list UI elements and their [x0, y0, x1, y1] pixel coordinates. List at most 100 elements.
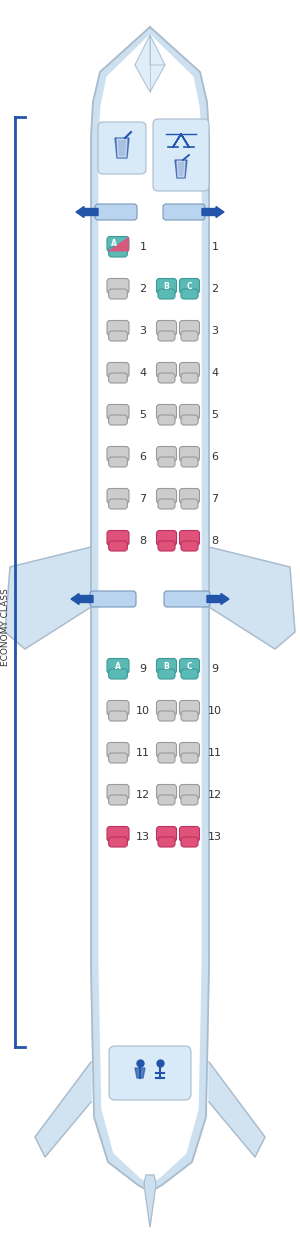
Text: 11: 11: [136, 748, 150, 758]
Text: 2: 2: [212, 284, 219, 294]
FancyBboxPatch shape: [158, 669, 175, 679]
Text: 13: 13: [208, 832, 222, 842]
FancyBboxPatch shape: [107, 659, 129, 674]
Text: B: B: [164, 661, 169, 670]
Text: 12: 12: [136, 789, 150, 799]
Text: 3: 3: [212, 326, 218, 336]
FancyBboxPatch shape: [157, 446, 176, 461]
FancyArrow shape: [207, 593, 229, 605]
Text: 1: 1: [140, 243, 146, 251]
FancyBboxPatch shape: [109, 373, 128, 383]
FancyBboxPatch shape: [181, 669, 198, 679]
Text: 3: 3: [140, 326, 146, 336]
FancyBboxPatch shape: [157, 321, 176, 336]
FancyBboxPatch shape: [179, 279, 200, 293]
FancyBboxPatch shape: [179, 530, 200, 546]
FancyBboxPatch shape: [158, 415, 175, 425]
FancyBboxPatch shape: [109, 289, 128, 299]
FancyBboxPatch shape: [157, 743, 176, 758]
FancyBboxPatch shape: [181, 331, 198, 341]
FancyBboxPatch shape: [181, 837, 198, 847]
FancyBboxPatch shape: [158, 458, 175, 468]
FancyBboxPatch shape: [179, 784, 200, 799]
FancyBboxPatch shape: [179, 827, 200, 841]
Text: 10: 10: [136, 706, 150, 716]
Polygon shape: [5, 547, 91, 649]
Text: 10: 10: [208, 706, 222, 716]
Text: 7: 7: [212, 494, 219, 504]
FancyBboxPatch shape: [157, 827, 176, 841]
FancyBboxPatch shape: [158, 499, 175, 509]
FancyBboxPatch shape: [157, 279, 176, 293]
FancyBboxPatch shape: [179, 405, 200, 420]
FancyBboxPatch shape: [107, 784, 129, 799]
FancyBboxPatch shape: [157, 362, 176, 377]
Polygon shape: [144, 1175, 156, 1227]
FancyBboxPatch shape: [157, 530, 176, 546]
FancyBboxPatch shape: [158, 541, 175, 551]
Text: 13: 13: [136, 832, 150, 842]
FancyBboxPatch shape: [181, 415, 198, 425]
Polygon shape: [135, 1068, 145, 1079]
FancyBboxPatch shape: [107, 405, 129, 420]
Polygon shape: [117, 140, 127, 157]
Polygon shape: [115, 138, 129, 158]
FancyBboxPatch shape: [179, 362, 200, 377]
FancyBboxPatch shape: [181, 458, 198, 468]
Text: 5: 5: [212, 410, 218, 420]
FancyBboxPatch shape: [109, 711, 128, 722]
FancyBboxPatch shape: [181, 499, 198, 509]
FancyBboxPatch shape: [179, 743, 200, 758]
FancyBboxPatch shape: [109, 753, 128, 763]
FancyBboxPatch shape: [157, 659, 176, 674]
Text: 1: 1: [212, 243, 218, 251]
FancyBboxPatch shape: [109, 837, 128, 847]
FancyBboxPatch shape: [90, 591, 136, 607]
FancyBboxPatch shape: [107, 362, 129, 377]
Text: 6: 6: [212, 453, 218, 463]
FancyBboxPatch shape: [158, 753, 175, 763]
FancyBboxPatch shape: [107, 446, 129, 461]
FancyBboxPatch shape: [163, 204, 205, 220]
FancyBboxPatch shape: [107, 321, 129, 336]
FancyArrow shape: [71, 593, 93, 605]
Text: ECONOMY CLASS: ECONOMY CLASS: [2, 588, 10, 666]
Text: 4: 4: [140, 368, 147, 378]
FancyBboxPatch shape: [98, 122, 146, 173]
Text: C: C: [187, 661, 192, 670]
FancyBboxPatch shape: [107, 827, 129, 841]
FancyBboxPatch shape: [158, 331, 175, 341]
FancyBboxPatch shape: [157, 784, 176, 799]
FancyBboxPatch shape: [164, 591, 210, 607]
Text: 5: 5: [140, 410, 146, 420]
FancyBboxPatch shape: [181, 289, 198, 299]
Polygon shape: [35, 1062, 91, 1156]
Text: 11: 11: [208, 748, 222, 758]
Text: C: C: [187, 282, 192, 290]
Polygon shape: [209, 1062, 265, 1156]
FancyBboxPatch shape: [109, 669, 128, 679]
FancyBboxPatch shape: [157, 700, 176, 715]
FancyBboxPatch shape: [181, 753, 198, 763]
Polygon shape: [99, 35, 201, 1184]
Polygon shape: [177, 161, 185, 177]
FancyBboxPatch shape: [109, 415, 128, 425]
Polygon shape: [135, 35, 165, 92]
FancyBboxPatch shape: [157, 405, 176, 420]
Text: A: A: [111, 239, 117, 248]
FancyBboxPatch shape: [158, 837, 175, 847]
FancyBboxPatch shape: [158, 373, 175, 383]
FancyBboxPatch shape: [181, 541, 198, 551]
FancyBboxPatch shape: [179, 321, 200, 336]
Text: 7: 7: [140, 494, 147, 504]
FancyBboxPatch shape: [107, 700, 129, 715]
Text: 8: 8: [140, 535, 147, 546]
FancyBboxPatch shape: [109, 331, 128, 341]
FancyBboxPatch shape: [107, 236, 129, 251]
Text: 2: 2: [140, 284, 147, 294]
Polygon shape: [209, 547, 295, 649]
FancyBboxPatch shape: [109, 794, 128, 804]
Text: 9: 9: [140, 664, 147, 674]
Text: 9: 9: [212, 664, 219, 674]
Text: A: A: [115, 661, 121, 670]
